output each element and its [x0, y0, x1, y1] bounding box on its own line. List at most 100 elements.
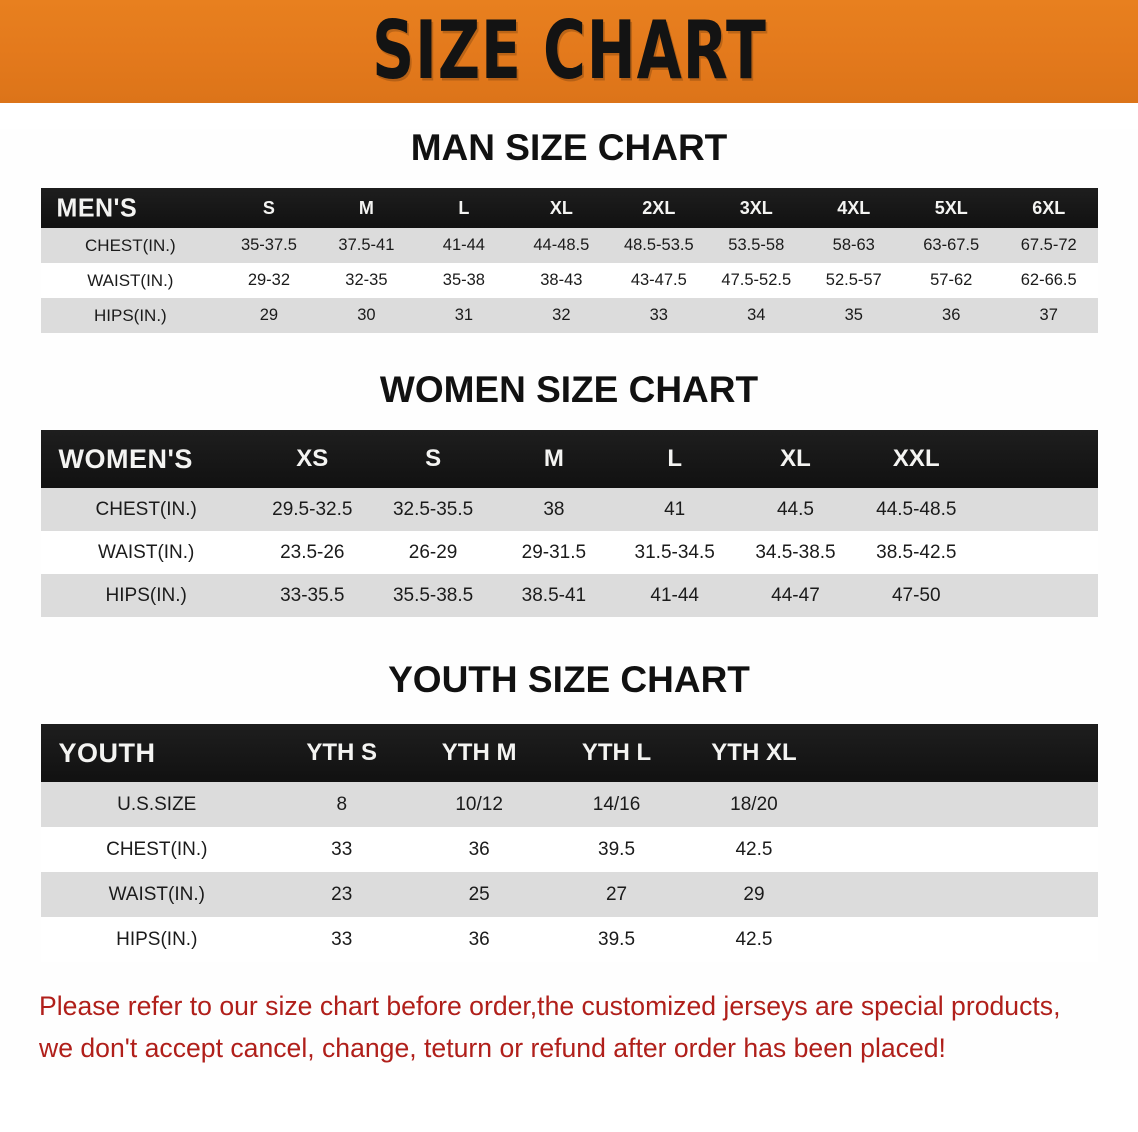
men-cell: 30	[357, 306, 376, 324]
youth-row-label: CHEST(IN.)	[106, 838, 208, 860]
men-size-header-6xl: 6XL	[1032, 197, 1066, 218]
women-cell: 44.5	[776, 498, 814, 520]
men-row-label: HIPS(IN.)	[93, 305, 167, 325]
table-row: CHEST(IN.) 33 36 39.5 42.5	[40, 827, 1098, 872]
men-size-header-5xl: 5XL	[934, 197, 968, 218]
table-row: HIPS(IN.) 33 36 39.5 42.5	[40, 917, 1098, 962]
youth-cell: 18/20	[730, 793, 778, 815]
youth-cell: 33	[331, 838, 353, 860]
women-size-header-l: L	[667, 445, 683, 472]
men-cell: 41-44	[442, 236, 485, 254]
table-row: CHEST(IN.) 29.5-32.5 32.5-35.5 38 41 44.5 44.5…	[40, 488, 1098, 531]
men-cell: 32-35	[345, 271, 388, 289]
youth-cell-spacer	[960, 872, 1097, 917]
women-cell: 38.5-41	[521, 584, 587, 606]
women-row-label: WAIST(IN.)	[97, 541, 195, 563]
youth-size-table: YOUTH YTH S YTH M YTH L YTH XL U.S.SIZE 8 10/…	[40, 724, 1098, 962]
women-cell: 44-47	[771, 584, 820, 606]
youth-row-label: U.S.SIZE	[117, 793, 197, 815]
men-cell: 63-67.5	[923, 236, 980, 254]
youth-cell-spacer	[960, 782, 1097, 827]
page-title: SIZE CHART	[371, 4, 767, 98]
men-table-header-row: MEN'S S M L XL 2XL 3XL 4XL 5XL 6XL	[40, 188, 1098, 228]
youth-cell: 42.5	[735, 928, 773, 950]
youth-cell: 36	[468, 928, 490, 950]
youth-cell: 25	[468, 883, 490, 905]
youth-cell-spacer	[960, 827, 1097, 872]
youth-cell-spacer	[823, 872, 960, 917]
table-row: CHEST(IN.) 35-37.5 37.5-41 41-44 44-48.5 48.5…	[40, 228, 1098, 263]
women-section-title: WOMEN SIZE CHART	[379, 369, 759, 410]
youth-cell-spacer	[823, 917, 960, 962]
men-cell: 58-63	[832, 236, 875, 254]
youth-cell-spacer	[823, 827, 960, 872]
men-cell: 44-48.5	[533, 236, 590, 254]
order-policy-disclaimer: Please refer to our size chart before or…	[39, 986, 1083, 1070]
disclaimer-line-2: we don't accept cancel, change, teturn o…	[39, 1032, 946, 1063]
size-chart-sheet: MAN SIZE CHART MEN'S S M L XL 2XL 3XL 4XL 5XL 6X…	[0, 129, 1138, 1070]
youth-cell: 42.5	[735, 838, 773, 860]
women-size-header-xl: XL	[780, 445, 811, 472]
men-cell: 43-47.5	[630, 271, 687, 289]
disclaimer-line-1: Please refer to our size chart before or…	[39, 991, 1061, 1021]
men-row-label: WAIST(IN.)	[87, 270, 174, 290]
page-banner: SIZE CHART	[0, 0, 1138, 103]
men-cell: 31	[454, 306, 474, 324]
man-section-title: MAN SIZE CHART	[410, 127, 728, 168]
men-cell: 38-43	[540, 271, 583, 289]
table-row: WAIST(IN.) 23 25 27 29	[40, 872, 1098, 917]
women-cell-spacer	[977, 574, 1098, 617]
women-cell: 38	[543, 498, 565, 520]
youth-table-header-row: YOUTH YTH S YTH M YTH L YTH XL	[40, 724, 1098, 782]
men-cell: 35	[844, 306, 863, 324]
men-table-body: CHEST(IN.) 35-37.5 37.5-41 41-44 44-48.5 48.5…	[40, 228, 1098, 333]
women-size-header-m: M	[543, 445, 564, 472]
men-cell: 37.5-41	[338, 236, 395, 254]
youth-size-header-spacer	[960, 724, 1097, 782]
men-cell: 34	[747, 306, 766, 324]
women-cell: 47-50	[891, 584, 941, 606]
youth-cell: 23	[331, 883, 353, 905]
women-corner-label: WOMEN'S	[58, 443, 193, 474]
youth-cell: 14/16	[592, 793, 641, 815]
women-cell: 31.5-34.5	[634, 541, 715, 563]
men-row-label: CHEST(IN.)	[85, 235, 176, 255]
women-cell: 29.5-32.5	[272, 498, 353, 520]
men-cell: 32	[552, 306, 571, 324]
men-size-header-l: L	[458, 197, 470, 218]
women-cell: 33-35.5	[280, 584, 345, 606]
women-cell: 29-31.5	[521, 541, 587, 563]
table-row: HIPS(IN.) 33-35.5 35.5-38.5 38.5-41 41-44 44-…	[40, 574, 1098, 617]
women-cell: 41	[664, 498, 686, 520]
women-cell-spacer	[977, 531, 1098, 574]
men-cell: 57-62	[930, 271, 973, 289]
women-cell: 34.5-38.5	[755, 541, 836, 563]
women-size-header-spacer	[977, 430, 1098, 488]
youth-size-header-yth-l: YTH L	[581, 739, 652, 766]
table-row: HIPS(IN.) 29 30 31 32 33 34 35 36 37	[40, 298, 1098, 333]
women-cell: 26-29	[408, 541, 458, 563]
women-cell: 35.5-38.5	[392, 584, 474, 606]
men-cell: 62-66.5	[1020, 271, 1077, 289]
women-cell-spacer	[977, 488, 1098, 531]
youth-cell-spacer	[823, 782, 960, 827]
men-cell: 47.5-52.5	[721, 271, 792, 289]
table-row: U.S.SIZE 8 10/12 14/16 18/20	[40, 782, 1098, 827]
youth-size-header-spacer	[823, 724, 960, 782]
table-row: WAIST(IN.) 29-32 32-35 35-38 38-43 43-47.5 47.…	[40, 263, 1098, 298]
youth-size-header-yth-xl: YTH XL	[711, 739, 797, 766]
men-cell: 36	[942, 306, 961, 324]
men-cell: 53.5-58	[728, 236, 785, 254]
men-size-header-m: M	[358, 197, 374, 218]
women-table-body: CHEST(IN.) 29.5-32.5 32.5-35.5 38 41 44.5 44.5…	[40, 488, 1098, 617]
youth-cell: 36	[468, 838, 490, 860]
men-cell: 29-32	[247, 271, 291, 289]
women-cell: 32.5-35.5	[392, 498, 474, 520]
women-cell: 44.5-48.5	[876, 498, 957, 520]
women-size-table: WOMEN'S XS S M L XL XXL CHEST(IN.) 29.5-32.5 32…	[40, 430, 1098, 617]
women-cell: 23.5-26	[280, 541, 345, 563]
men-corner-label: MEN'S	[56, 192, 138, 223]
youth-size-header-yth-m: YTH M	[441, 739, 517, 766]
women-size-header-s: S	[425, 445, 442, 472]
youth-cell: 10/12	[455, 793, 503, 815]
